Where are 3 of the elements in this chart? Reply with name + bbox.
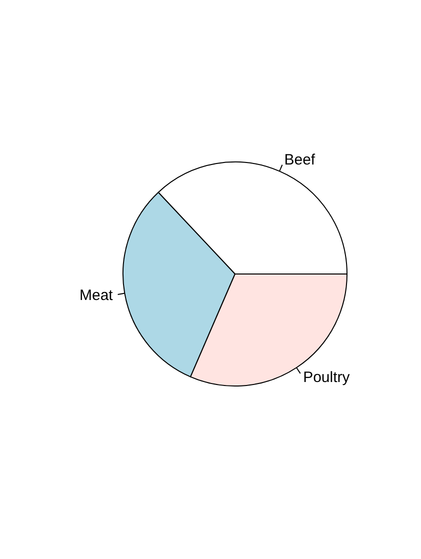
slice-label: Poultry — [303, 369, 350, 386]
slice-label: Meat — [79, 286, 114, 304]
slice-label: Beef — [284, 152, 316, 169]
